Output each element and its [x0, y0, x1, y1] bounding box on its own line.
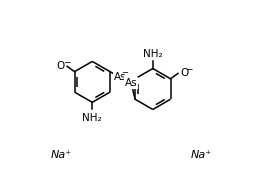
Text: O: O: [181, 68, 189, 78]
Text: −: −: [185, 64, 192, 74]
Text: NH₂: NH₂: [143, 49, 163, 59]
Text: Na⁺: Na⁺: [50, 150, 72, 160]
Text: Na⁺: Na⁺: [191, 150, 212, 160]
Text: −: −: [121, 68, 128, 77]
Text: As: As: [125, 78, 137, 88]
Text: −: −: [63, 57, 70, 66]
Text: As: As: [114, 72, 126, 82]
Text: O: O: [56, 61, 65, 71]
Text: NH₂: NH₂: [82, 113, 102, 123]
